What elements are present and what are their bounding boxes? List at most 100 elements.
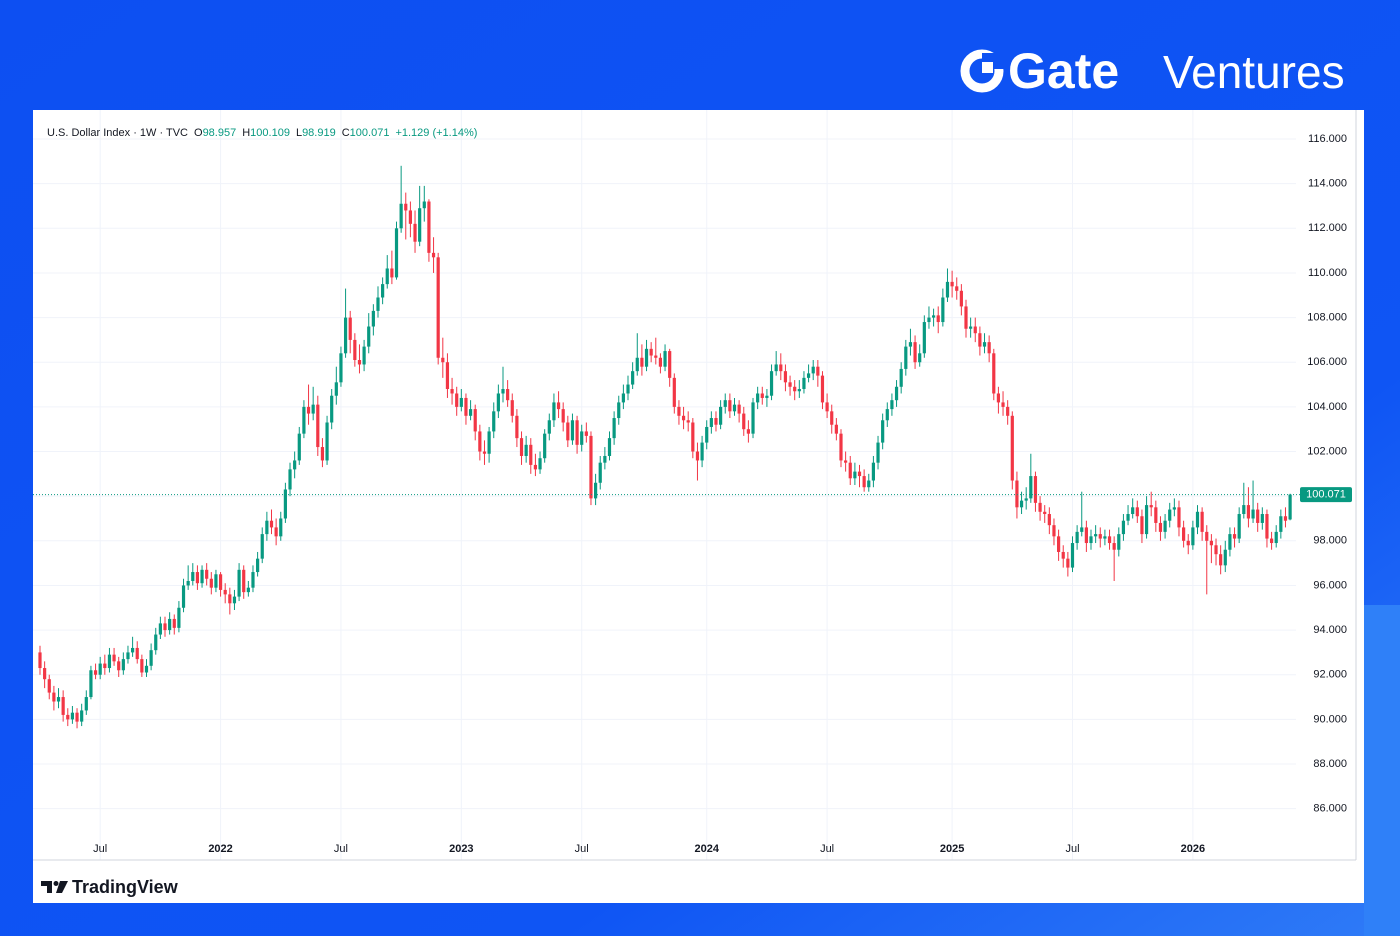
candle-body	[154, 634, 158, 651]
candle-body	[1112, 543, 1116, 550]
candle-body	[797, 389, 801, 392]
candle-body	[719, 406, 723, 425]
candle-body	[1242, 505, 1246, 515]
candle-body	[695, 451, 700, 461]
candle-body	[223, 589, 227, 595]
logo-square	[982, 62, 993, 73]
candle-body	[1001, 402, 1005, 407]
candle-body	[56, 697, 61, 702]
candle-body	[519, 438, 524, 456]
last-price-tag	[1300, 487, 1352, 503]
candle-body	[61, 697, 65, 715]
candle-body	[93, 670, 98, 675]
candle-body	[663, 351, 667, 367]
y-tick-label: 110.000	[1308, 267, 1347, 279]
candle-body	[482, 451, 487, 454]
candle-body	[737, 404, 741, 414]
candle-body	[779, 364, 783, 372]
candle-body	[617, 402, 621, 419]
candle-body	[603, 455, 607, 463]
candle-body	[862, 476, 866, 488]
candle-body	[1140, 516, 1144, 535]
candle-body	[172, 618, 176, 628]
candle-body	[1288, 494, 1292, 520]
candle-body	[941, 297, 945, 323]
candle-body	[876, 442, 880, 463]
candle-body	[251, 572, 255, 588]
candle-body	[70, 712, 75, 720]
candle-body	[385, 268, 389, 285]
candle-body	[783, 371, 788, 383]
candle-body	[820, 375, 825, 403]
candle-body	[1191, 527, 1195, 546]
candle-body	[853, 471, 857, 479]
candle-body	[547, 420, 551, 434]
x-tick-label: 2026	[1181, 843, 1205, 855]
candle-body	[394, 228, 399, 278]
candle-body	[140, 659, 144, 673]
logo-mark	[56, 881, 68, 893]
candle-body	[1260, 514, 1264, 523]
y-tick-label: 94.000	[1313, 624, 1347, 636]
candle-body	[881, 420, 885, 443]
candle-body	[427, 201, 431, 253]
candle-body	[885, 409, 889, 421]
candle-body	[478, 431, 482, 452]
candle-body	[473, 409, 477, 432]
candle-body	[214, 574, 218, 588]
candle-body	[575, 420, 579, 445]
candle-body	[302, 406, 306, 434]
candle-body	[760, 393, 764, 398]
candle-body	[274, 527, 278, 537]
candle-body	[1121, 520, 1126, 535]
candle-body	[186, 580, 190, 586]
candle-body	[501, 389, 505, 394]
candle-body	[1209, 540, 1213, 546]
candle-body	[256, 558, 260, 573]
candle-body	[964, 306, 968, 329]
candle-body	[1033, 476, 1038, 503]
candle-body	[913, 342, 917, 363]
candle-body	[353, 339, 357, 360]
chart-panel	[33, 110, 1364, 903]
candle-body	[283, 489, 287, 519]
candle-body	[260, 534, 264, 559]
candle-body	[52, 692, 56, 702]
candle-body	[992, 353, 996, 394]
candle-body	[973, 326, 977, 334]
candle-body	[431, 252, 436, 258]
candle-body	[1149, 505, 1153, 508]
logo-mark	[41, 881, 52, 893]
candle-body	[1094, 534, 1098, 537]
candle-body	[1177, 507, 1181, 528]
candle-body	[1066, 558, 1070, 568]
candle-body	[343, 317, 348, 354]
candle-body	[75, 712, 79, 722]
candle-body	[950, 281, 954, 287]
candle-body	[654, 355, 658, 358]
candle-body	[538, 458, 542, 470]
candle-body	[422, 201, 426, 209]
candle-body	[126, 652, 130, 660]
candle-body	[1089, 536, 1093, 544]
candle-body	[714, 418, 718, 425]
candle-body	[871, 462, 875, 481]
candle-body	[802, 377, 806, 390]
candle-body	[705, 426, 709, 443]
candle-body	[510, 400, 514, 416]
open-value: 98.957	[203, 127, 237, 139]
candle-body	[445, 362, 450, 390]
candle-body	[325, 422, 329, 461]
candle-body	[1154, 507, 1158, 523]
low-value: 98.919	[302, 127, 336, 139]
candle-body	[533, 464, 538, 470]
candle-body	[149, 650, 153, 666]
candle-body	[1098, 534, 1102, 539]
y-tick-label: 116.000	[1308, 133, 1347, 145]
candle-body	[556, 402, 561, 410]
candle-body	[1182, 527, 1186, 541]
candle-body	[1043, 511, 1047, 515]
candle-body	[1135, 507, 1139, 517]
candle-body	[844, 460, 848, 463]
